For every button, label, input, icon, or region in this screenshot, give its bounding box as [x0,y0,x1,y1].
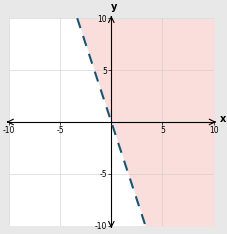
Text: x: x [219,114,225,124]
Text: y: y [111,2,117,12]
